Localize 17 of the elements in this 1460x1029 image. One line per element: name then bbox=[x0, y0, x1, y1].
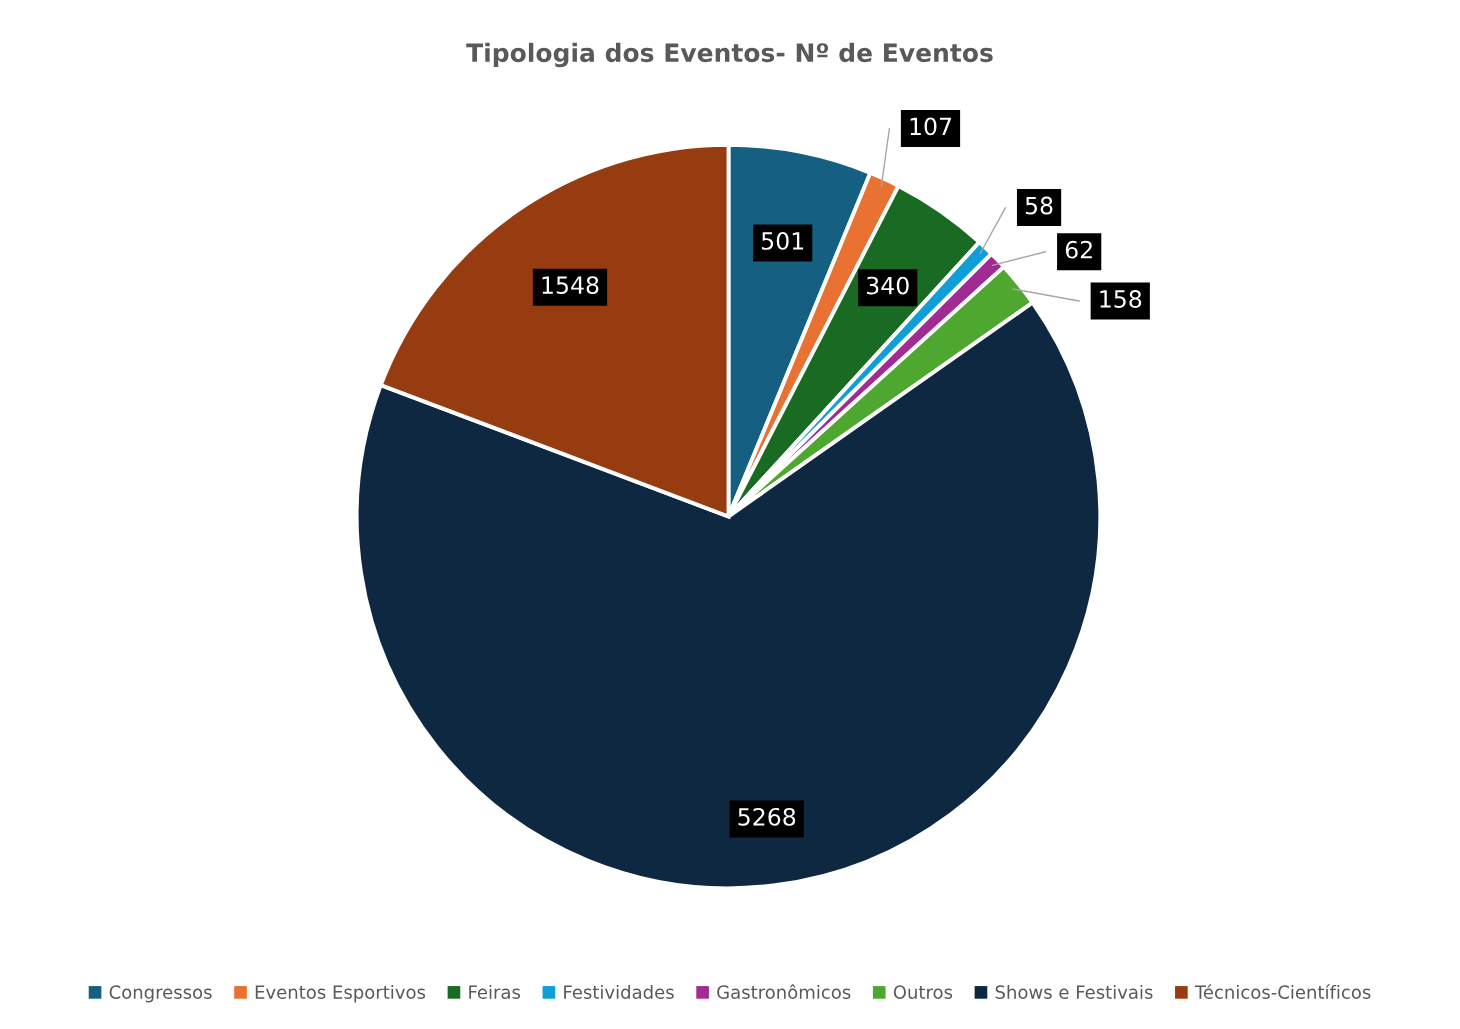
legend-label: Técnicos-Científicos bbox=[1194, 984, 1371, 999]
legend-label: Shows e Festivais bbox=[995, 984, 1153, 999]
data-label: 501 bbox=[762, 232, 804, 250]
legend-label: Gastronômicos bbox=[717, 984, 851, 999]
legend-label: Eventos Esportivos bbox=[255, 984, 426, 1003]
data-label: 1548 bbox=[542, 276, 599, 294]
legend-label: Festividades bbox=[564, 984, 674, 999]
chart-title: Tipologia dos Eventos- Nº de Eventos bbox=[466, 42, 993, 68]
data-label: 107 bbox=[910, 117, 952, 136]
legend-label: Feiras bbox=[469, 984, 521, 999]
data-label: 340 bbox=[866, 276, 909, 295]
data-label: 158 bbox=[1100, 290, 1142, 308]
data-label: 58 bbox=[1025, 196, 1053, 215]
data-label: 62 bbox=[1065, 240, 1092, 259]
legend-label: Outros bbox=[893, 985, 953, 999]
data-label: 5268 bbox=[738, 807, 796, 826]
legend-label: Congressos bbox=[109, 985, 212, 1003]
